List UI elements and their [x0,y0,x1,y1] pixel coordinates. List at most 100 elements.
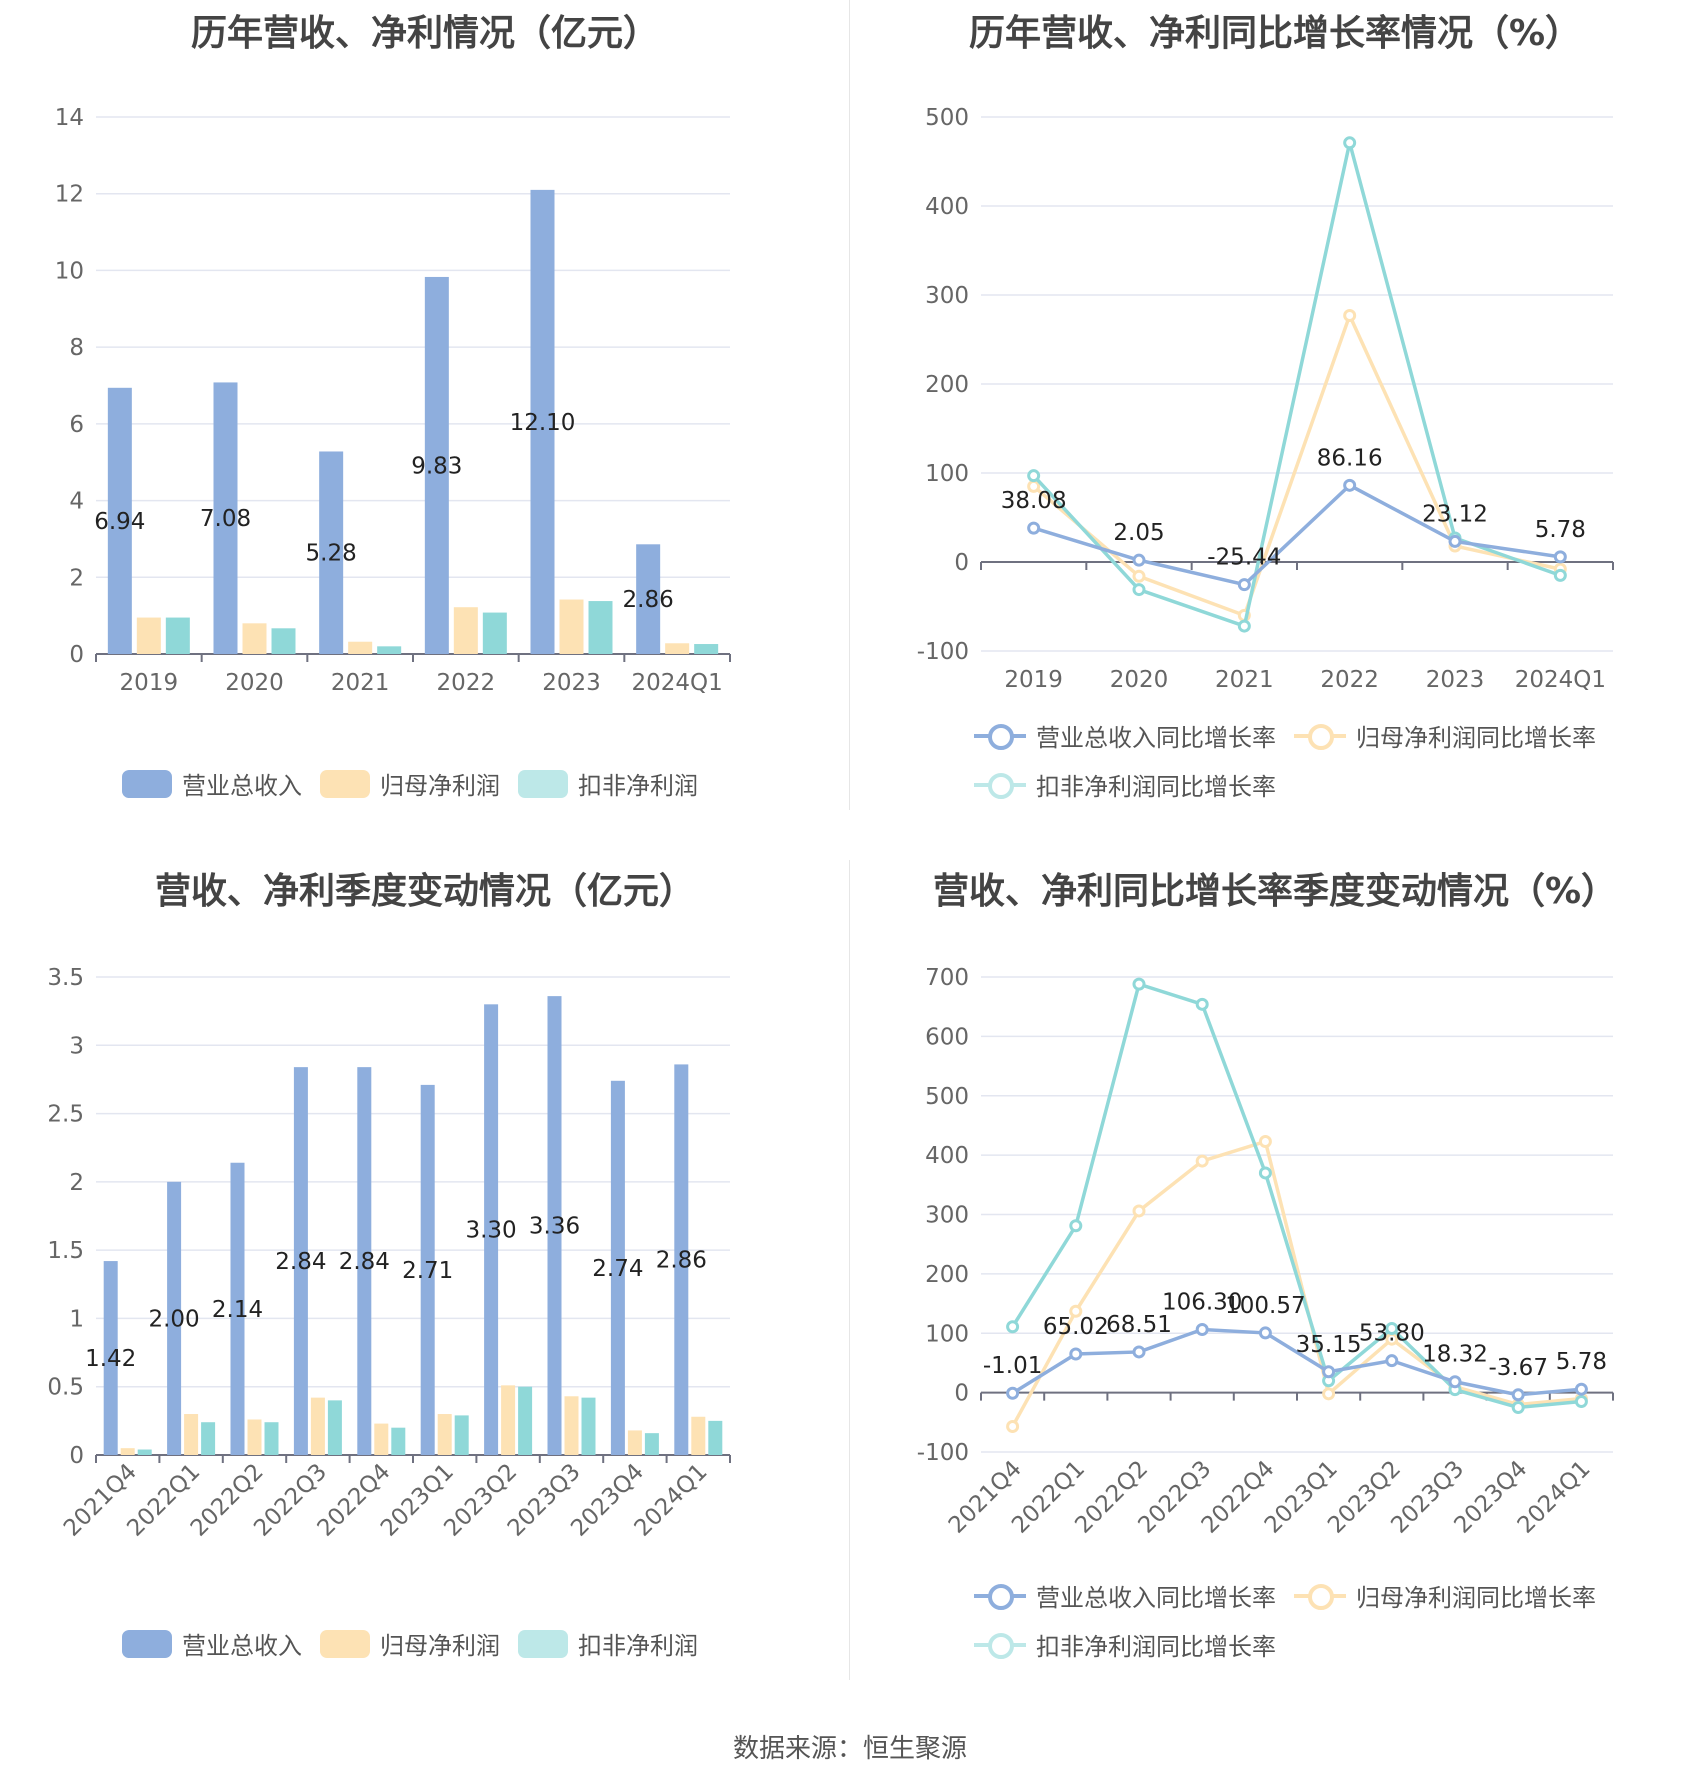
y-tick-label: 8 [69,335,84,361]
bar-deducted-profit [482,612,507,654]
annual-growth-chart: -100 0 100 200 300 400 500 2019 2020 2021 2022 2023… [917,105,1614,693]
bar-deducted-profit [165,617,190,654]
y-tick-label: 300 [925,1203,969,1229]
y-tick-label: 2 [69,565,84,591]
data-point [1132,553,1146,567]
series-line-deducted-profit [1011,981,1582,1410]
bar-deducted-profit [518,1386,533,1455]
data-label: 2.86 [623,587,674,613]
legend-item-deducted-profit[interactable]: 扣非净利润 [518,1626,698,1661]
bar-revenue [530,189,555,654]
data-point [1069,1347,1083,1361]
chart-title: 营收、净利同比增长率季度变动情况（%） [932,871,1618,912]
y-tick-label: 500 [925,1084,969,1110]
data-label: 2.71 [402,1258,453,1284]
y-tick-label: -100 [917,639,969,665]
quarterly-growth-chart: -10001002003004005006007002021Q42022Q120… [917,965,1614,1539]
bar-net-profit [310,1397,325,1455]
data-label: -3.67 [1488,1355,1548,1381]
legend-item-revenue-growth[interactable]: 营业总收入同比增长率 [974,1578,1276,1613]
bar-revenue [103,1261,118,1455]
data-label: 2.05 [1113,520,1164,546]
bar-deducted-profit [271,628,296,654]
chart-legend: 营业总收入 归母净利润 扣非净利润 [122,1626,842,1675]
bar-deducted-profit [391,1427,406,1455]
y-tick-label: 500 [925,105,969,131]
y-tick-label: 100 [925,461,969,487]
data-point [1237,578,1251,592]
bar-revenue [484,1004,499,1455]
data-point [1385,1322,1399,1335]
quarterly-growth-panel: 营收、净利同比增长率季度变动情况（%） -100 0 100 200 300 400 500… [850,860,1700,1700]
bar-deducted-profit [694,644,719,654]
data-point [1553,568,1567,582]
quarterly-amount-panel: 营收、净利季度变动情况（亿元） 0 0.5 1 1.5 2 2.5 3 3.5 2021Q4 20… [0,860,850,1700]
y-tick-label: 1.5 [47,1238,84,1264]
legend-item-deducted-profit[interactable]: 扣非净利润 [518,766,698,801]
x-tick-label: 2022 [1320,667,1379,693]
legend-item-net-profit[interactable]: 归母净利润 [320,766,500,801]
bar-revenue [547,996,562,1455]
data-label: 86.16 [1317,445,1383,471]
data-point [1069,1219,1083,1233]
y-tick-label: 10 [55,258,84,284]
data-point [1258,1166,1272,1180]
data-label: 68.51 [1106,1312,1172,1338]
data-label: 12.10 [510,410,576,436]
data-point [1132,1204,1146,1218]
data-point [1132,977,1146,991]
y-tick-label: 0.5 [47,1375,84,1401]
x-tick-label: 2021 [331,670,390,696]
x-tick-label: 2023 [542,670,601,696]
series-line-revenue [1033,483,1561,587]
data-point [1448,1375,1462,1389]
data-label: 2.84 [275,1249,326,1275]
bar-net-profit [374,1423,389,1455]
bar-revenue [357,1067,372,1455]
bar-net-profit [627,1430,642,1455]
data-point [1385,1354,1399,1368]
data-label: 7.08 [200,506,251,532]
bar-revenue [424,276,449,654]
legend-item-revenue[interactable]: 营业总收入 [122,1626,302,1661]
chart-title: 历年营收、净利情况（亿元） [190,13,659,54]
y-tick-label: 3.5 [47,965,84,991]
bar-revenue [636,544,661,654]
data-point [1343,478,1357,492]
x-tick-label: 2020 [225,670,284,696]
bar-net-profit [136,617,161,654]
legend-item-net-profit[interactable]: 归母净利润 [320,1626,500,1661]
data-point [1132,583,1146,597]
data-point [1343,308,1357,322]
y-tick-label: -100 [917,1440,969,1466]
data-point [1511,1388,1525,1402]
data-label: 2.00 [148,1306,199,1332]
y-tick-label: 300 [925,283,969,309]
x-tick-label: 2019 [1004,667,1063,693]
y-tick-label: 1 [69,1306,84,1332]
legend-item-net-profit-growth[interactable]: 归母净利润同比增长率 [1294,718,1596,753]
legend-item-net-profit-growth[interactable]: 归母净利润同比增长率 [1294,1578,1596,1613]
data-label: -25.44 [1207,545,1281,571]
y-tick-label: 2.5 [47,1102,84,1128]
data-label: 65.02 [1043,1314,1109,1340]
bar-net-profit [564,1396,579,1455]
y-tick-label: 400 [925,1143,969,1169]
legend-item-revenue-growth[interactable]: 营业总收入同比增长率 [974,718,1276,753]
data-label: 5.28 [306,541,357,567]
data-label: 1.42 [85,1346,136,1372]
x-tick-label: 2024Q1 [1515,667,1606,693]
y-tick-label: 100 [925,1321,969,1347]
y-tick-label: 0 [69,1443,84,1469]
x-tick-label: 2023 [1426,667,1485,693]
quarterly-amount-chart: 00.511.522.533.52021Q42022Q12022Q22022Q3… [47,965,731,1542]
data-point [1132,1345,1146,1359]
y-tick-label: 700 [925,965,969,991]
data-label: 2.74 [592,1256,643,1282]
legend-item-revenue[interactable]: 营业总收入 [122,766,302,801]
data-label: 2.86 [656,1248,707,1274]
legend-item-deducted-profit-growth[interactable]: 扣非净利润同比增长率 [974,767,1276,802]
legend-item-deducted-profit-growth[interactable]: 扣非净利润同比增长率 [974,1627,1276,1662]
y-tick-label: 400 [925,194,969,220]
data-point [1132,569,1146,583]
